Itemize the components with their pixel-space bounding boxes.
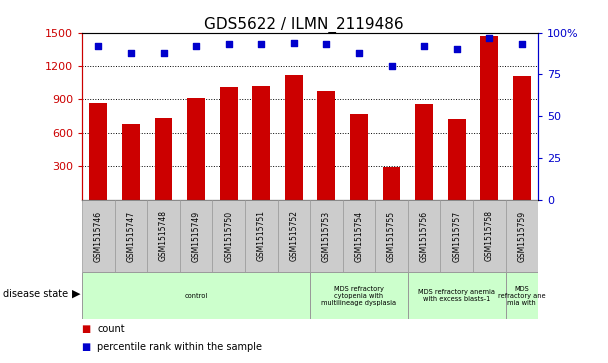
Point: [94, 43, 103, 49]
Text: GDS5622 / ILMN_2119486: GDS5622 / ILMN_2119486: [204, 16, 404, 33]
Bar: [505, 200, 538, 272]
Text: GSM1515746: GSM1515746: [94, 211, 103, 261]
Text: GSM1515750: GSM1515750: [224, 211, 233, 261]
Point: [159, 50, 168, 56]
Text: GSM1515758: GSM1515758: [485, 211, 494, 261]
Bar: [147, 200, 180, 272]
Text: disease state: disease state: [3, 289, 68, 299]
Bar: [447, 119, 466, 200]
Bar: [415, 104, 433, 200]
Bar: [480, 36, 498, 200]
Text: MDS refractory
cytopenia with
multilineage dysplasia: MDS refractory cytopenia with multilinea…: [322, 286, 396, 306]
Bar: [89, 103, 108, 200]
Point: [224, 41, 233, 47]
Bar: [277, 200, 310, 272]
Text: GSM1515753: GSM1515753: [322, 211, 331, 261]
Bar: [343, 200, 375, 272]
Text: control: control: [184, 293, 208, 299]
Bar: [382, 167, 401, 200]
Bar: [310, 272, 408, 319]
Text: MDS
refractory ane
mia with: MDS refractory ane mia with: [498, 286, 545, 306]
Text: GSM1515759: GSM1515759: [517, 211, 527, 261]
Point: [485, 35, 494, 41]
Bar: [310, 200, 343, 272]
Text: GSM1515752: GSM1515752: [289, 211, 299, 261]
Text: GSM1515748: GSM1515748: [159, 211, 168, 261]
Text: GSM1515747: GSM1515747: [126, 211, 136, 261]
Bar: [154, 118, 173, 200]
Bar: [82, 272, 310, 319]
Text: GSM1515754: GSM1515754: [354, 211, 364, 261]
Text: GSM1515756: GSM1515756: [420, 211, 429, 261]
Bar: [219, 87, 238, 200]
Point: [517, 41, 527, 47]
Bar: [473, 200, 505, 272]
Text: GSM1515755: GSM1515755: [387, 211, 396, 261]
Bar: [505, 272, 538, 319]
Text: ■: ■: [82, 324, 94, 334]
Point: [452, 46, 461, 52]
Bar: [285, 75, 303, 200]
Text: GSM1515751: GSM1515751: [257, 211, 266, 261]
Bar: [245, 200, 277, 272]
Point: [257, 41, 266, 47]
Text: count: count: [97, 324, 125, 334]
Bar: [122, 124, 140, 200]
Bar: [212, 200, 245, 272]
Text: MDS refractory anemia
with excess blasts-1: MDS refractory anemia with excess blasts…: [418, 289, 495, 302]
Text: ■: ■: [82, 342, 94, 352]
Point: [191, 43, 201, 49]
Point: [419, 43, 429, 49]
Bar: [317, 90, 336, 200]
Bar: [252, 86, 270, 200]
Bar: [115, 200, 147, 272]
Bar: [408, 200, 440, 272]
Bar: [350, 114, 368, 200]
Text: GSM1515749: GSM1515749: [192, 211, 201, 261]
Bar: [440, 200, 473, 272]
Text: GSM1515757: GSM1515757: [452, 211, 461, 261]
Point: [354, 50, 364, 56]
Bar: [82, 200, 115, 272]
Bar: [375, 200, 408, 272]
Text: percentile rank within the sample: percentile rank within the sample: [97, 342, 262, 352]
Point: [126, 50, 136, 56]
Point: [322, 41, 331, 47]
Point: [387, 63, 396, 69]
Text: ▶: ▶: [72, 289, 80, 299]
Bar: [187, 98, 205, 200]
Bar: [513, 76, 531, 200]
Bar: [408, 272, 505, 319]
Point: [289, 40, 299, 46]
Bar: [180, 200, 212, 272]
